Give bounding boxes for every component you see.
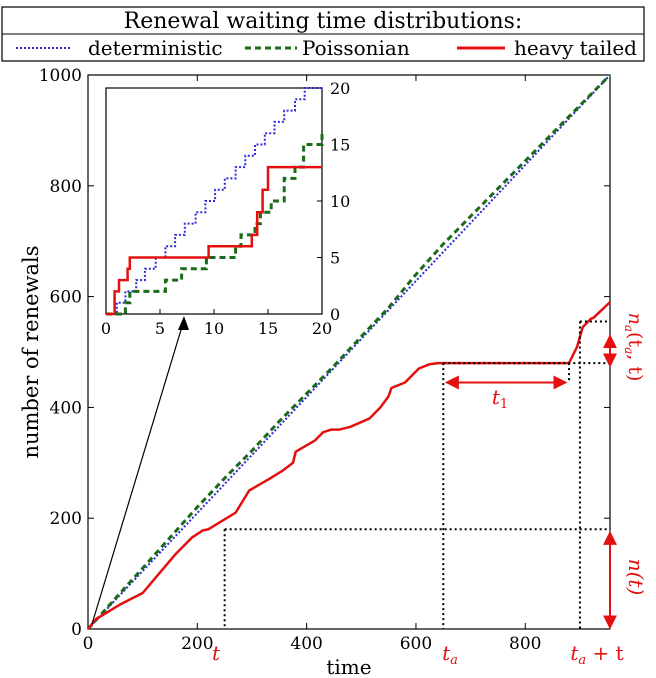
- x-tick-label: 400: [290, 634, 322, 654]
- inset-series-group: [106, 87, 324, 316]
- inset-series-deterministic: [106, 87, 322, 315]
- inset-x-tick-label: 15: [258, 319, 278, 338]
- inset-y-tick-label: 15: [330, 136, 350, 155]
- inset-x-tick-label: 0: [101, 319, 111, 338]
- inset-series-poissonian: [106, 133, 324, 316]
- y-tick-label: 600: [50, 288, 82, 308]
- x-axis-label: time: [326, 655, 371, 678]
- annot-ta: ta: [442, 641, 458, 668]
- annot-t1: t1: [492, 385, 508, 412]
- inset-y-tick-label: 5: [330, 249, 340, 268]
- inset-y-tick-label: 20: [330, 79, 350, 98]
- series-line-poissonian: [86, 73, 612, 631]
- y-tick-label: 0: [71, 620, 82, 640]
- y-axis-label: number of renewals: [19, 245, 43, 458]
- x-tick-label: 200: [181, 634, 213, 654]
- y-tick-label: 1000: [39, 66, 82, 86]
- legend-label-heavy-tailed: heavy tailed: [514, 36, 637, 60]
- series-line-heavy-tailed: [87, 301, 611, 630]
- annot-na: na(ta, t): [622, 313, 646, 382]
- x-tick-label: 800: [509, 634, 541, 654]
- inset-x-tick-label: 10: [204, 319, 224, 338]
- y-tick-label: 800: [50, 177, 82, 197]
- inset-y-tick-label: 10: [330, 192, 350, 211]
- inset-x-tick-label: 20: [312, 319, 332, 338]
- annot-t: t: [212, 641, 221, 665]
- inset-zoom-pointer-head: [178, 316, 189, 330]
- inset-y-tick-label: 0: [330, 305, 340, 324]
- inset-zoom-pointer: [91, 319, 185, 625]
- series-line-deterministic: [87, 74, 611, 630]
- annot-ta-plus-t: ta + t: [570, 641, 623, 668]
- annot-n-t: n(t): [624, 559, 648, 596]
- main-series-group: [86, 73, 612, 631]
- inset-series-heavy-tailed: [106, 165, 322, 316]
- x-tick-label: 600: [400, 634, 432, 654]
- x-tick-label: 0: [83, 634, 94, 654]
- y-tick-label: 400: [50, 398, 82, 418]
- legend-label-poissonian: Poissonian: [302, 36, 410, 60]
- legend-title: Renewal waiting time distributions:: [124, 9, 523, 34]
- legend-label-deterministic: deterministic: [88, 36, 223, 60]
- inset-x-tick-label: 5: [155, 319, 165, 338]
- main-annotations: [91, 316, 617, 630]
- legend: Renewal waiting time distributions: dete…: [1, 6, 645, 62]
- y-tick-label: 200: [50, 509, 82, 529]
